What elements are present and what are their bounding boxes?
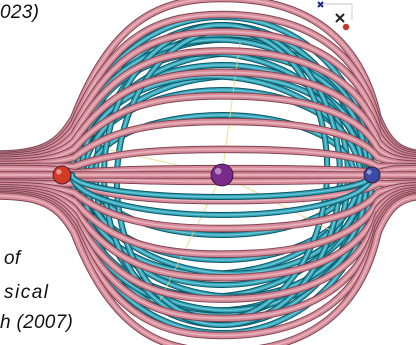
purple-sphere-icon [210,163,234,187]
sphere-highlight [56,169,62,175]
caption-top-fragment: 023) [0,2,40,23]
pink-field-line [0,192,416,345]
caption-line-3: h (2007) [0,312,74,333]
pink-field-line [0,181,416,233]
pink-field-line [0,185,416,282]
pink-field-line [0,68,416,165]
sphere-highlight [366,169,372,175]
cyan-front-arc [69,172,375,218]
caption-line-1: of [4,248,21,269]
red-sphere-icon [52,165,72,185]
sphere-highlight [214,167,222,175]
axis-gizmo-icon [317,1,353,31]
pink-field-line [0,117,416,169]
pink-field-line [0,183,416,258]
pink-field-line [0,92,416,167]
caption-line-2: sical [4,282,50,303]
blue-sphere-icon [363,166,381,184]
charges [52,163,381,187]
cyan-front-arc [69,172,375,200]
